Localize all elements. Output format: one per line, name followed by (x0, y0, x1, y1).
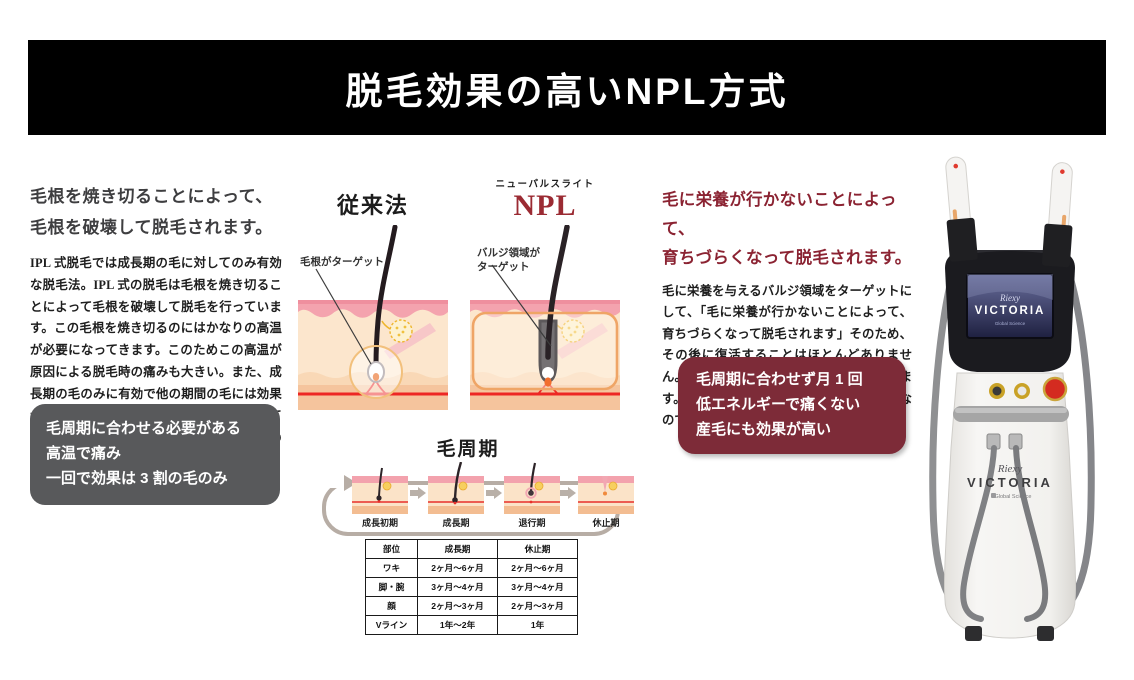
npl-target-annotation-line2: ターゲット (477, 260, 530, 273)
ipl-heading-line1: 毛根を焼き切ることによって、 (30, 187, 273, 206)
table-cell: 2ヶ月～3ヶ月 (417, 596, 498, 616)
table-header-row: 部位 成長期 休止期 (365, 539, 578, 559)
hair-cycle-title: 毛周期 (436, 439, 500, 460)
table-cell: 2ヶ月～3ヶ月 (497, 596, 578, 616)
hair-cycle-table: 部位 成長期 休止期 ワキ 2ヶ月～6ヶ月 2ヶ月～6ヶ月 脚・腕 3ヶ月～4ヶ… (365, 539, 578, 635)
npl-target-annotation-line1: バルジ領域が (477, 247, 540, 259)
cycle-stage-label-growth: 成長期 (442, 518, 470, 528)
header-banner: 脱毛効果の高いNPL方式 (28, 40, 1106, 135)
table-header-part: 部位 (365, 539, 418, 559)
table-row: ワキ 2ヶ月～6ヶ月 2ヶ月～6ヶ月 (365, 558, 578, 578)
table-cell: 1年～2年 (417, 615, 498, 635)
body-brand-logo: VICTORIA (967, 475, 1053, 490)
cycle-stage-growth-diagram (428, 462, 484, 514)
table-cell: 2ヶ月～6ヶ月 (417, 558, 498, 578)
table-cell: ワキ (365, 558, 418, 578)
cycle-stage-resting-diagram (578, 476, 634, 514)
screen-sub-text: Global Science (995, 321, 1026, 326)
table-cell: 顔 (365, 596, 418, 616)
npl-kana-label: ニューパルスライト (495, 179, 595, 190)
npl-heading-line2: 育ちづらくなって脱毛されます。 (662, 247, 912, 267)
table-row: 顔 2ヶ月～3ヶ月 2ヶ月～3ヶ月 (365, 596, 578, 616)
right-arrow-icon (486, 487, 502, 499)
npl-heading-line1: 毛に栄養が行かないことによって、 (662, 190, 897, 238)
conventional-method-label: 従来法 (336, 193, 409, 218)
npl-summary-line3: 産毛にも効果が高い (696, 420, 832, 438)
table-header-growth: 成長期 (417, 539, 498, 559)
table-cell: 3ヶ月～4ヶ月 (417, 577, 498, 597)
npl-label-stack: ニューパルスライト NPL (470, 176, 620, 222)
table-cell: Vライン (365, 615, 418, 635)
cycle-stage-label-early-growth: 成長初期 (361, 518, 398, 528)
conventional-target-annotation: 毛根がターゲット (300, 256, 384, 268)
handpiece-left (945, 156, 978, 262)
right-arrow-icon (560, 487, 576, 499)
body-script-logo: Riexy (997, 463, 1023, 475)
ipl-summary-line1: 毛周期に合わせる必要がある (46, 420, 242, 437)
table-cell: 脚・腕 (365, 577, 418, 597)
caster-left (965, 626, 982, 641)
table-header-resting: 休止期 (497, 539, 578, 559)
cycle-loop-gap (330, 479, 344, 488)
cycle-stage-regression-diagram (504, 462, 560, 514)
npl-summary-line1: 毛周期に合わせず月 1 回 (696, 371, 863, 388)
ipl-heading: 毛根を焼き切ることによって、 毛根を破壊して脱毛されます。 (30, 181, 282, 244)
cycle-stage-early-growth-diagram (352, 467, 408, 514)
ipl-summary-line2: 高温で痛み (46, 444, 122, 462)
screen-script-text: Riexy (999, 293, 1020, 303)
emergency-stop-button (1042, 376, 1068, 402)
front-hose-left (960, 445, 997, 622)
machine-screen (966, 273, 1054, 339)
page-title: 脱毛効果の高いNPL方式 (345, 70, 789, 112)
npl-target-annotation: バルジ領域が ターゲット (477, 247, 540, 274)
body-sub-logo: Global Science (995, 494, 1032, 500)
npl-summary-box: 毛周期に合わせず月 1 回 低エネルギーで痛くない 産毛にも効果が高い (678, 357, 906, 454)
ipl-summary-line3: 一回で効果は 3 割の毛のみ (46, 469, 228, 487)
handpiece-right (1041, 162, 1073, 268)
table-row: Vライン 1年～2年 1年 (365, 615, 578, 635)
npl-summary-line2: 低エネルギーで痛くない (696, 395, 861, 413)
cycle-stage-label-resting: 休止期 (592, 518, 620, 528)
victoria-machine-illustration: Riexy VICTORIA Global Science Riexy VICT… (929, 156, 1095, 641)
table-cell: 2ヶ月～6ヶ月 (497, 558, 578, 578)
caster-right (1037, 626, 1054, 641)
ipl-summary-box: 毛周期に合わせる必要がある 高温で痛み 一回で効果は 3 割の毛のみ (30, 404, 280, 505)
cycle-stage-label-regression: 退行期 (518, 518, 546, 528)
screen-brand-text: VICTORIA (975, 305, 1046, 317)
table-cell: 3ヶ月～4ヶ月 (497, 577, 578, 597)
front-hose-right (1013, 445, 1049, 622)
npl-heading: 毛に栄養が行かないことによって、 育ちづらくなって脱毛されます。 (662, 186, 912, 273)
table-cell: 1年 (497, 615, 578, 635)
right-arrow-icon (410, 487, 426, 499)
npl-label: NPL (513, 189, 577, 222)
skin-diagram-conventional (298, 225, 448, 410)
skin-diagram-npl (470, 225, 620, 410)
ipl-heading-line2: 毛根を破壊して脱毛されます。 (30, 218, 273, 238)
table-row: 脚・腕 3ヶ月～4ヶ月 3ヶ月～4ヶ月 (365, 577, 578, 597)
